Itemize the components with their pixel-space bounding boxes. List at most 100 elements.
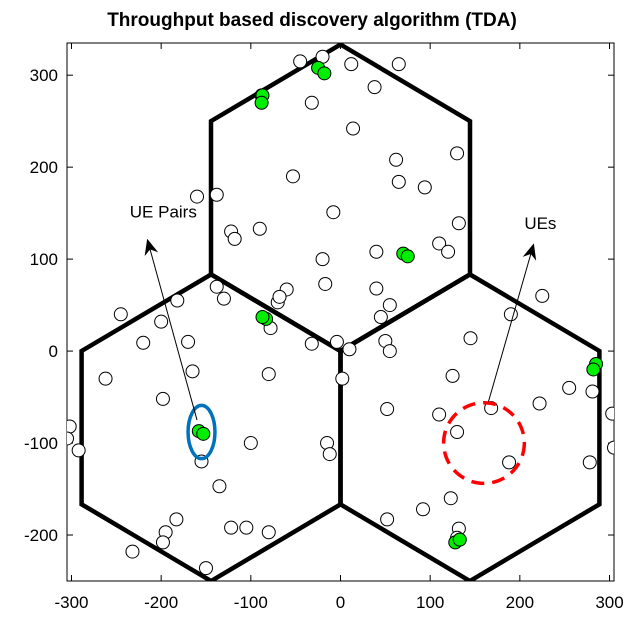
x-tick-label: 0: [336, 593, 345, 612]
ue-point: [113, 307, 128, 322]
ue-pair-point: [317, 66, 332, 81]
ue-point: [190, 189, 205, 204]
ue-point: [532, 396, 547, 411]
ue-point: [261, 525, 276, 540]
y-tick-label: 200: [30, 158, 58, 177]
ue-highlight-circle: [441, 400, 527, 486]
y-tick-label: 100: [30, 250, 58, 269]
ue-point: [346, 121, 361, 136]
ue-point: [562, 380, 577, 395]
chart-title: Throughput based discovery algorithm (TD…: [107, 10, 517, 31]
y-tick-label: 300: [30, 66, 58, 85]
ue-point: [154, 314, 169, 329]
ue-point: [367, 80, 382, 95]
y-tick-label: 0: [49, 342, 58, 361]
ue-point: [261, 367, 276, 382]
ue-point: [415, 502, 430, 517]
annotation-label: UE Pairs: [130, 203, 197, 222]
ue-point: [502, 455, 517, 470]
ue-point: [304, 336, 319, 351]
ue-point: [417, 180, 432, 195]
ue-point: [67, 431, 74, 446]
ue-point: [285, 169, 300, 184]
ue-point: [369, 244, 384, 259]
ue-point: [181, 334, 196, 349]
ue-point: [607, 440, 614, 455]
ue-point: [380, 512, 395, 527]
ue-point: [463, 331, 478, 346]
ue-point: [582, 455, 597, 470]
annotation-label: UEs: [524, 214, 556, 233]
x-tick-label: 100: [416, 593, 444, 612]
ue-point: [198, 561, 213, 576]
ue-pair-point: [196, 426, 211, 441]
y-tick-label: -100: [24, 434, 58, 453]
ue-point: [382, 298, 397, 313]
x-tick-label: 300: [595, 593, 623, 612]
annotation-arrow: [487, 243, 537, 402]
ue-pair-point: [400, 249, 415, 264]
ue-point: [445, 368, 460, 383]
ue-point: [212, 479, 227, 494]
ue-point: [155, 535, 170, 550]
ue-pair-point: [586, 362, 601, 377]
ue-point: [443, 491, 458, 506]
ue-point: [450, 425, 465, 440]
ue-point: [344, 57, 359, 72]
ue-point: [125, 544, 140, 559]
ue-point: [451, 216, 466, 231]
ue-point: [98, 371, 113, 386]
ue-point: [441, 244, 456, 259]
ue-pair-point: [255, 310, 270, 325]
ue-point: [304, 95, 319, 110]
ue-point: [209, 187, 224, 202]
ue-point: [169, 512, 184, 527]
annotation-arrow: [144, 238, 198, 421]
plot-content: UE Pairs UEs: [67, 43, 614, 581]
ue-point: [216, 291, 231, 306]
ue-point: [391, 174, 406, 189]
ue-point: [450, 146, 465, 161]
ue-point: [585, 384, 600, 399]
ue-point: [369, 281, 384, 296]
ue-point: [380, 402, 395, 417]
x-tick-label: -100: [234, 593, 268, 612]
ue-point: [185, 364, 200, 379]
x-tick-label: -200: [144, 593, 178, 612]
ue-point: [391, 57, 406, 72]
ue-point: [335, 371, 350, 386]
ue-point: [535, 288, 550, 303]
ue-point: [322, 447, 337, 462]
ue-point: [224, 520, 239, 535]
ue-point: [329, 334, 344, 349]
ue-point: [209, 279, 224, 294]
ue-point: [136, 335, 151, 350]
ue-point: [71, 443, 86, 458]
ue-pair-point: [452, 532, 467, 547]
ue-point: [389, 152, 404, 167]
ue-point: [503, 307, 518, 322]
ue-point: [382, 344, 397, 359]
y-tick-label: -200: [24, 526, 58, 545]
ue-point: [318, 276, 333, 291]
ue-point: [315, 252, 330, 267]
ue-point: [272, 289, 287, 304]
ue-point: [432, 236, 447, 251]
ue-point: [155, 391, 170, 406]
ue-point: [170, 293, 185, 308]
ue-point: [373, 310, 388, 325]
ue-point: [243, 436, 258, 451]
ue-point: [239, 520, 254, 535]
x-tick-label: 200: [506, 593, 534, 612]
ue-point: [252, 221, 267, 236]
ue-point: [432, 407, 447, 422]
ue-point: [326, 205, 341, 220]
x-tick-label: -300: [54, 593, 88, 612]
ue-point: [342, 342, 357, 357]
ue-pair-point: [254, 95, 269, 110]
ue-point: [293, 54, 308, 69]
ue-pair-highlight-ellipse: [186, 403, 217, 461]
ue-point: [67, 419, 77, 434]
